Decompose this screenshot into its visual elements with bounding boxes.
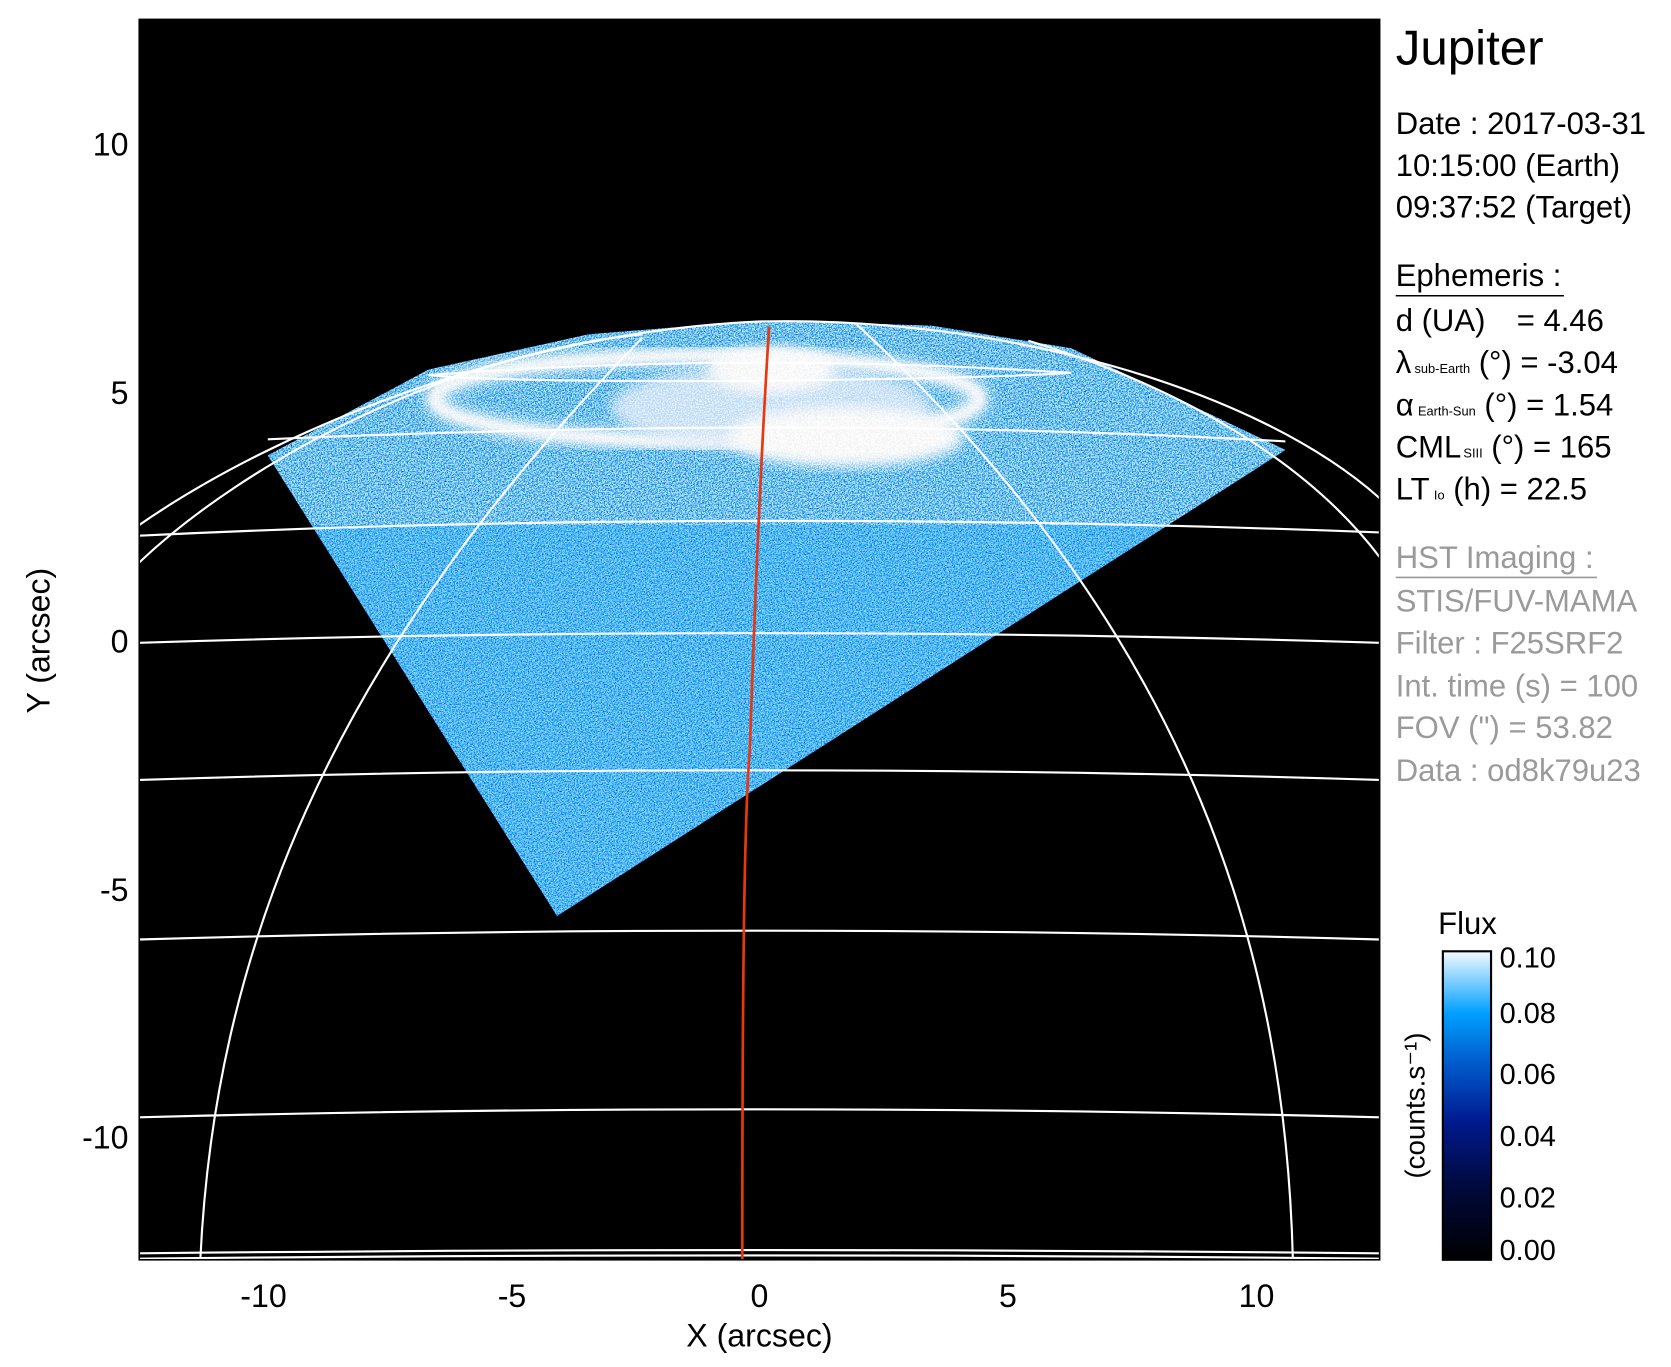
- x-tick-label: 10: [1239, 1278, 1275, 1314]
- y-tick-label: 5: [111, 375, 129, 411]
- x-tick-label: 5: [999, 1278, 1017, 1314]
- ephemeris-io-local-time: LT Io (h) = 22.5: [1396, 471, 1587, 506]
- ephemeris-phase-angle: α Earth-Sun (°) = 1.54: [1396, 388, 1614, 423]
- central-meridian-line: [740, 326, 771, 1260]
- colorbar: Flux (counts.s⁻¹) 0.10 0.08 0.06 0.04 0.…: [1400, 906, 1556, 1267]
- ephemeris-distance: d (UA) = 4.46: [1396, 303, 1604, 338]
- imaging-fov: FOV (") = 53.82: [1396, 710, 1613, 745]
- ephemeris-sub-earth-latitude: λ sub-Earth (°) = -3.04: [1396, 345, 1618, 380]
- x-tick-label: -10: [240, 1278, 286, 1314]
- target-time: 09:37:52 (Target): [1396, 190, 1632, 225]
- imaging-header: HST Imaging :: [1396, 540, 1594, 575]
- colorbar-title: Flux: [1438, 906, 1497, 941]
- colorbar-tick-label: 0.00: [1500, 1235, 1556, 1267]
- y-axis-label: Y (arcsec): [20, 568, 56, 714]
- y-tick-label: 0: [111, 623, 129, 659]
- y-tick-label: 10: [93, 126, 129, 162]
- x-tick-label: -5: [498, 1278, 527, 1314]
- x-axis: -10 -5 0 5 10 X (arcsec): [240, 1278, 1274, 1354]
- image-plot: [139, 19, 1380, 1260]
- colorbar-tick-label: 0.10: [1500, 942, 1556, 974]
- ephemeris-cml: CML SIII (°) = 165: [1396, 429, 1612, 464]
- colorbar-unit-label: (counts.s⁻¹): [1400, 1032, 1431, 1178]
- colorbar-tick-label: 0.06: [1500, 1059, 1556, 1091]
- planet-title: Jupiter: [1396, 20, 1544, 75]
- colorbar-tick-label: 0.04: [1500, 1121, 1556, 1153]
- imaging-instrument: STIS/FUV-MAMA: [1396, 584, 1638, 619]
- earth-time: 10:15:00 (Earth): [1396, 148, 1620, 183]
- y-axis: 10 5 0 -5 -10 Y (arcsec): [20, 126, 128, 1155]
- info-panel: Jupiter Date : 2017-03-31 10:15:00 (Eart…: [1395, 20, 1646, 788]
- x-axis-label: X (arcsec): [686, 1318, 832, 1354]
- lat-lon-grid: [139, 320, 1380, 1260]
- imaging-data-id: Data : od8k79u23: [1396, 753, 1641, 788]
- imaging-integration-time: Int. time (s) = 100: [1396, 668, 1638, 703]
- ephemeris-header: Ephemeris :: [1396, 258, 1562, 293]
- imaging-filter: Filter : F25SRF2: [1396, 626, 1624, 661]
- date-line: Date : 2017-03-31: [1396, 106, 1646, 141]
- colorbar-tick-label: 0.08: [1500, 998, 1556, 1030]
- colorbar-gradient: [1441, 950, 1493, 1261]
- y-tick-label: -10: [82, 1119, 128, 1155]
- plot-frame: [138, 18, 1381, 1261]
- colorbar-tick-label: 0.02: [1500, 1182, 1556, 1214]
- x-tick-label: 0: [751, 1278, 769, 1314]
- y-tick-label: -5: [100, 872, 129, 908]
